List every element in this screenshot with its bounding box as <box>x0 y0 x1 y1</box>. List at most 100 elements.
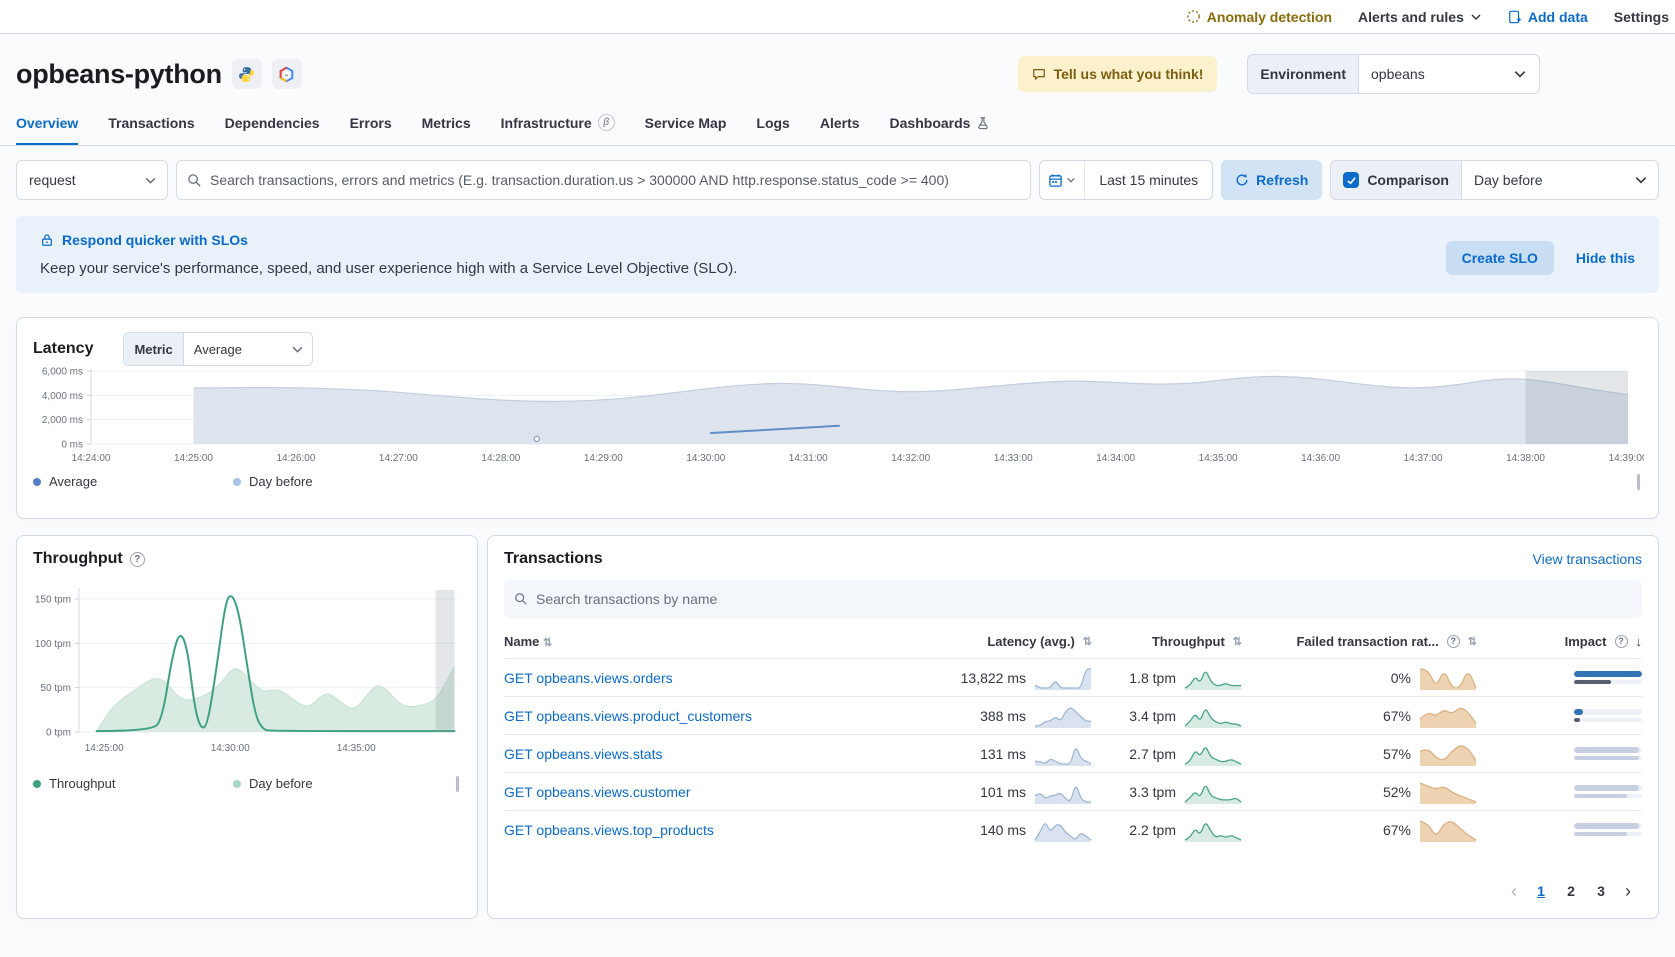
cloud-provider-badge <box>272 59 302 89</box>
refresh-button[interactable]: Refresh <box>1221 160 1322 200</box>
transaction-link[interactable]: GET opbeans.views.product_customers <box>504 708 752 724</box>
beta-icon: β <box>598 114 615 131</box>
chevron-down-icon <box>144 174 157 187</box>
calendar-menu-button[interactable] <box>1040 161 1085 199</box>
table-row: GET opbeans.views.customer101 ms3.3 tpm5… <box>504 772 1642 810</box>
failed-rate-cell: 67% <box>1242 703 1477 729</box>
sparkline-chart <box>1034 779 1092 805</box>
metric-select[interactable]: Average <box>184 333 312 365</box>
legend-dot <box>233 780 241 788</box>
column-header-name[interactable]: Name ⇅ <box>504 634 907 649</box>
calendar-icon <box>1048 173 1063 188</box>
tab-alerts[interactable]: Alerts <box>820 114 860 145</box>
svg-text:14:39:00: 14:39:00 <box>1609 453 1644 464</box>
slo-title-link[interactable]: Respond quicker with SLOs <box>40 232 1446 248</box>
comparison-checkbox[interactable] <box>1343 172 1359 188</box>
page-number-3[interactable]: 3 <box>1588 878 1614 904</box>
impact-cell <box>1477 785 1642 798</box>
legend-item-average[interactable]: Average <box>33 474 233 489</box>
sparkline-chart <box>1184 703 1242 729</box>
feedback-button[interactable]: Tell us what you think! <box>1018 56 1218 92</box>
impact-bar <box>1574 794 1642 798</box>
throughput-cell: 3.4 tpm <box>1092 703 1242 729</box>
page-number-1[interactable]: 1 <box>1528 878 1554 904</box>
latency-cell: 388 ms <box>907 703 1092 729</box>
legend-dot <box>33 478 41 486</box>
info-icon[interactable]: ? <box>130 552 145 567</box>
view-transactions-link[interactable]: View transactions <box>1533 551 1642 567</box>
tab-errors[interactable]: Errors <box>350 114 392 145</box>
kql-search-input[interactable] <box>210 172 1020 188</box>
throughput-cell: 2.7 tpm <box>1092 741 1242 767</box>
flask-icon <box>976 116 990 130</box>
sparkline-chart <box>1419 665 1477 691</box>
gcp-icon <box>278 66 295 83</box>
previous-page-button[interactable]: ‹ <box>1504 881 1524 902</box>
add-data-link[interactable]: Add data <box>1508 9 1588 25</box>
transaction-link[interactable]: GET opbeans.views.stats <box>504 746 662 762</box>
throughput-chart[interactable]: 0 tpm50 tpm100 tpm150 tpm14:25:0014:30:0… <box>33 582 463 760</box>
environment-select[interactable]: opbeans <box>1359 55 1539 93</box>
throughput-title: Throughput <box>33 550 123 568</box>
tab-overview[interactable]: Overview <box>16 114 78 145</box>
tab-transactions[interactable]: Transactions <box>108 114 194 145</box>
environment-label: Environment <box>1248 55 1359 93</box>
impact-cell <box>1477 747 1642 760</box>
transaction-type-select[interactable]: request <box>16 160 168 200</box>
impact-bar <box>1574 785 1642 791</box>
slo-callout-banner: Respond quicker with SLOs Keep your serv… <box>16 216 1659 293</box>
column-header-latency[interactable]: Latency (avg.) ⇅ <box>907 634 1092 649</box>
column-header-throughput[interactable]: Throughput ⇅ <box>1092 634 1242 649</box>
alerts-and-rules-menu[interactable]: Alerts and rules <box>1358 9 1482 25</box>
comparison-select[interactable]: Day before <box>1462 161 1658 199</box>
next-page-button[interactable]: › <box>1618 881 1638 902</box>
date-picker: Last 15 minutes <box>1039 160 1213 200</box>
tab-dashboards[interactable]: Dashboards <box>890 114 991 145</box>
latency-cell: 101 ms <box>907 779 1092 805</box>
legend-item-throughput[interactable]: Throughput <box>33 776 233 791</box>
transaction-link[interactable]: GET opbeans.views.customer <box>504 784 691 800</box>
create-slo-button[interactable]: Create SLO <box>1446 241 1554 275</box>
legend-scrollbar[interactable] <box>1637 474 1640 490</box>
sparkline-chart <box>1184 741 1242 767</box>
tab-infrastructure[interactable]: Infrastructureβ <box>501 114 615 145</box>
tab-metrics[interactable]: Metrics <box>422 114 471 145</box>
anomaly-detection-link[interactable]: Anomaly detection <box>1186 9 1332 25</box>
column-header-failed-rate[interactable]: Failed transaction rat... ? ⇅ <box>1242 634 1477 649</box>
refresh-icon <box>1235 173 1249 187</box>
sparkline-chart <box>1034 817 1092 843</box>
impact-cell <box>1477 709 1642 722</box>
svg-text:14:31:00: 14:31:00 <box>789 453 828 464</box>
comparison-checkbox-label[interactable]: Comparison <box>1331 161 1462 199</box>
transaction-link[interactable]: GET opbeans.views.top_products <box>504 822 714 838</box>
transactions-title: Transactions <box>504 550 603 568</box>
latency-cell: 131 ms <box>907 741 1092 767</box>
legend-item-day-before[interactable]: Day before <box>233 474 433 489</box>
svg-text:14:35:00: 14:35:00 <box>1199 453 1238 464</box>
column-header-impact[interactable]: Impact ? ↓ <box>1477 634 1642 649</box>
transaction-link[interactable]: GET opbeans.views.orders <box>504 670 673 686</box>
hide-this-link[interactable]: Hide this <box>1576 241 1635 275</box>
legend-scrollbar[interactable] <box>456 776 459 792</box>
svg-text:4,000 ms: 4,000 ms <box>42 391 83 402</box>
page-number-2[interactable]: 2 <box>1558 878 1584 904</box>
time-range-button[interactable]: Last 15 minutes <box>1085 172 1212 188</box>
svg-text:50 tpm: 50 tpm <box>40 683 71 694</box>
info-icon: ? <box>1615 635 1628 648</box>
tab-service-map[interactable]: Service Map <box>645 114 727 145</box>
table-row: GET opbeans.views.stats131 ms2.7 tpm57% <box>504 734 1642 772</box>
svg-text:14:29:00: 14:29:00 <box>584 453 623 464</box>
legend-item-day-before[interactable]: Day before <box>233 776 433 791</box>
svg-text:14:26:00: 14:26:00 <box>276 453 315 464</box>
latency-chart[interactable]: 0 ms2,000 ms4,000 ms6,000 ms14:24:0014:2… <box>33 366 1644 468</box>
settings-link[interactable]: Settings <box>1614 9 1669 25</box>
svg-text:150 tpm: 150 tpm <box>35 594 71 605</box>
sort-icon: ⇅ <box>1233 635 1242 648</box>
slo-description: Keep your service's performance, speed, … <box>40 260 1446 277</box>
latency-metric-control: Metric Average <box>123 332 312 366</box>
transactions-table: Name ⇅Latency (avg.) ⇅Throughput ⇅Failed… <box>504 624 1642 848</box>
tab-dependencies[interactable]: Dependencies <box>225 114 320 145</box>
tab-logs[interactable]: Logs <box>756 114 789 145</box>
impact-cell <box>1477 823 1642 836</box>
transactions-search-input[interactable] <box>536 591 1632 607</box>
